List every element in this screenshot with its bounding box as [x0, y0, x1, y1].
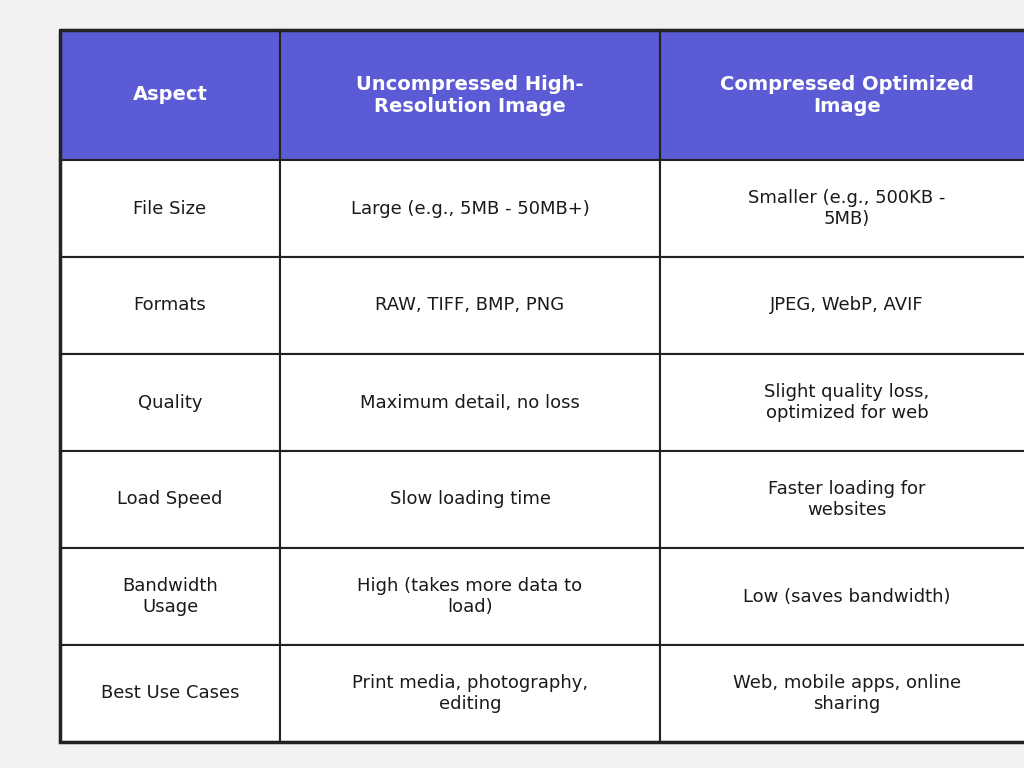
- Bar: [660, 30, 1024, 160]
- Text: Web, mobile apps, online
sharing: Web, mobile apps, online sharing: [733, 674, 962, 713]
- Bar: [60, 645, 280, 742]
- Bar: [660, 160, 1024, 257]
- Bar: [60, 160, 280, 257]
- Bar: [60, 30, 280, 160]
- Bar: [280, 451, 660, 548]
- Text: Slow loading time: Slow loading time: [389, 491, 551, 508]
- Text: JPEG, WebP, AVIF: JPEG, WebP, AVIF: [770, 296, 924, 315]
- Bar: [280, 30, 660, 160]
- Bar: [280, 354, 660, 451]
- Text: Formats: Formats: [133, 296, 207, 315]
- Bar: [660, 354, 1024, 451]
- Text: Bandwidth
Usage: Bandwidth Usage: [122, 577, 218, 616]
- Text: Slight quality loss,
optimized for web: Slight quality loss, optimized for web: [764, 383, 930, 422]
- Bar: [660, 451, 1024, 548]
- Text: File Size: File Size: [133, 200, 207, 217]
- Text: Load Speed: Load Speed: [118, 491, 222, 508]
- Text: Quality: Quality: [138, 393, 203, 412]
- Text: Maximum detail, no loss: Maximum detail, no loss: [360, 393, 580, 412]
- Text: Best Use Cases: Best Use Cases: [100, 684, 240, 703]
- Bar: [280, 160, 660, 257]
- Bar: [60, 548, 280, 645]
- Text: Large (e.g., 5MB - 50MB+): Large (e.g., 5MB - 50MB+): [350, 200, 590, 217]
- Text: Aspect: Aspect: [132, 85, 208, 104]
- Text: High (takes more data to
load): High (takes more data to load): [357, 577, 583, 616]
- Bar: [280, 645, 660, 742]
- Bar: [660, 257, 1024, 354]
- Bar: [660, 548, 1024, 645]
- Text: Compressed Optimized
Image: Compressed Optimized Image: [720, 74, 974, 115]
- Bar: [60, 451, 280, 548]
- Bar: [280, 257, 660, 354]
- Text: RAW, TIFF, BMP, PNG: RAW, TIFF, BMP, PNG: [376, 296, 564, 315]
- Bar: [60, 257, 280, 354]
- Bar: [280, 548, 660, 645]
- Text: Low (saves bandwidth): Low (saves bandwidth): [743, 588, 950, 605]
- Text: Smaller (e.g., 500KB -
5MB): Smaller (e.g., 500KB - 5MB): [749, 189, 946, 228]
- Text: Uncompressed High-
Resolution Image: Uncompressed High- Resolution Image: [356, 74, 584, 115]
- Bar: [60, 354, 280, 451]
- Text: Print media, photography,
editing: Print media, photography, editing: [352, 674, 588, 713]
- Text: Faster loading for
websites: Faster loading for websites: [768, 480, 926, 519]
- Bar: [660, 645, 1024, 742]
